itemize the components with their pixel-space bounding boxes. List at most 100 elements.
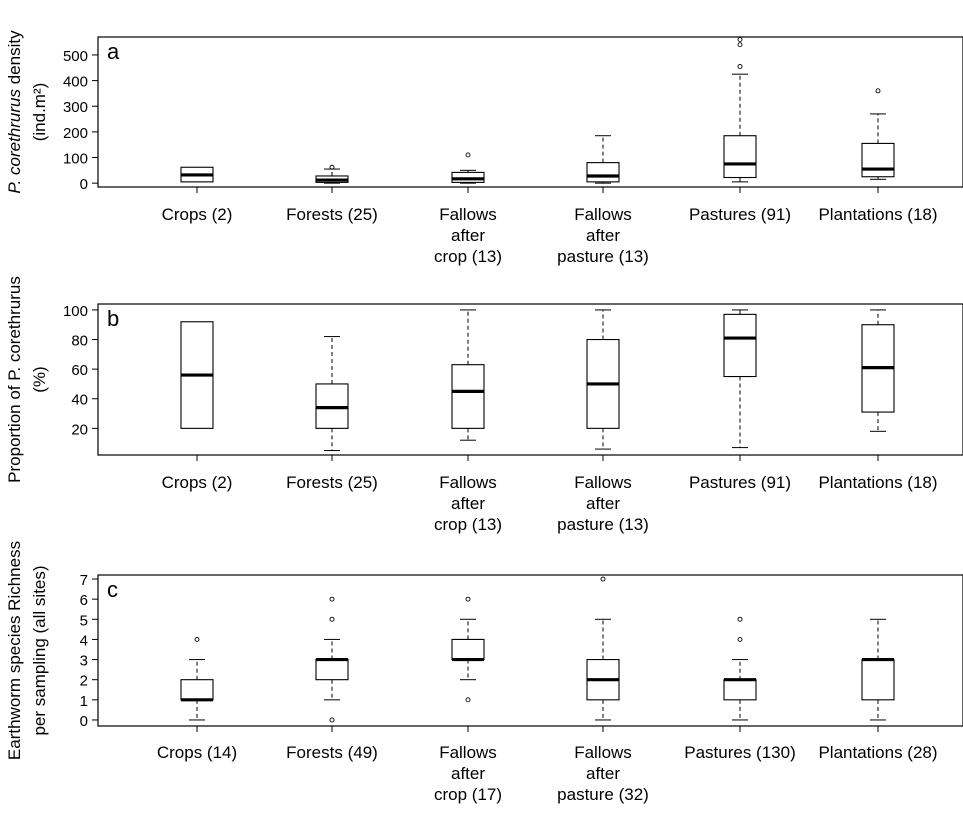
box-iqr [586,162,620,183]
box-2 [451,152,485,184]
category-label: crop (13) [434,247,502,266]
box-iqr [723,313,757,378]
y-tick-label: 500 [63,48,88,65]
y-tick-label: 1 [80,693,88,710]
outlier-point [737,636,743,642]
category-label: Pastures (130) [684,743,796,762]
y-tick-label: 6 [80,592,88,609]
y-tick-label: 3 [80,653,88,670]
category-label: pasture (13) [557,515,649,534]
category-label: Plantations (28) [818,743,937,762]
box-iqr [861,142,895,178]
box-1 [315,336,349,452]
y-axis-label-line: Earthworm species Richness [5,541,24,760]
plot-frame [97,574,963,727]
category-label: Forests (25) [286,473,378,492]
box-iqr [451,364,485,429]
category-label: after [586,226,620,245]
panel-letter: b [107,306,119,331]
y-tick-label: 2 [80,673,88,690]
y-axis-label-line: per sampling (all sites) [30,565,49,735]
plot-frame [97,303,963,456]
category-label: Crops (14) [157,743,237,762]
outlier-point [737,64,743,69]
box-iqr [723,679,757,701]
category-label: Fallows [439,473,497,492]
category-label: crop (17) [434,785,502,804]
box-2 [451,596,485,703]
box-1 [315,164,349,184]
category-label: Crops (2) [162,473,233,492]
y-tick-label: 400 [63,74,88,91]
category-label: after [451,494,485,513]
box-5 [861,309,895,432]
y-tick-label: 80 [71,333,88,350]
y-axis-label-line: (ind.m²) [30,83,49,142]
category-label: Fallows [439,743,497,762]
category-label: Forests (49) [286,743,378,762]
y-tick-label: 60 [71,362,88,379]
y-tick-label: 100 [63,151,88,168]
box-4 [723,37,757,183]
category-label: pasture (32) [557,785,649,804]
category-label: pasture (13) [557,247,649,266]
box-0 [180,321,214,429]
box-iqr [315,659,349,681]
y-tick-label: 20 [71,421,88,438]
box-3 [586,576,620,721]
box-0 [180,166,214,183]
category-label: after [586,494,620,513]
outlier-point [329,164,335,170]
box-iqr [723,135,757,179]
box-3 [586,135,620,184]
box-3 [586,309,620,450]
y-tick-label: 0 [80,713,88,730]
y-tick-label: 5 [80,612,88,629]
panel-c-richness: c 0 1 2 3 4 5 6 7 Earthworm species Richness per s… [5,541,963,804]
outlier-point [329,616,335,622]
box-iqr [180,679,214,701]
category-label: after [451,226,485,245]
category-label: after [586,764,620,783]
panel-b-proportion: b 20 40 60 80 100 Proportion of P. corethrurus… [5,276,963,534]
outlier-point [875,88,881,94]
category-label: Fallows [574,743,632,762]
category-label: Pastures (91) [689,205,791,224]
outlier-point [465,152,471,158]
outlier-point [737,616,743,622]
panel-letter: c [107,577,118,602]
category-label: Plantations (18) [818,205,937,224]
y-tick-label: 100 [63,303,88,320]
category-label: Crops (2) [162,205,233,224]
y-tick-label: 40 [71,392,88,409]
y-tick-label: 300 [63,99,88,116]
y-tick-label: 4 [80,632,88,649]
category-label: Pastures (91) [689,473,791,492]
category-label: crop (13) [434,515,502,534]
outlier-point [600,576,606,582]
outlier-point [194,636,200,642]
outlier-point [465,697,471,703]
y-axis-label-line: Proportion of P. corethrurus [5,276,24,483]
plot-frame [97,36,963,188]
box-0 [180,636,214,721]
category-label: Plantations (18) [818,473,937,492]
panel-a-density: a 0 100 200 300 400 500 P. corethrurus density (… [5,30,963,266]
box-iqr [451,638,485,661]
box-5 [861,88,895,180]
box-4 [723,309,757,449]
y-axis-label-line: (%) [30,366,49,392]
category-label: Forests (25) [286,205,378,224]
y-tick-label: 0 [80,176,88,193]
outlier-point [465,596,471,602]
box-iqr [861,659,895,701]
box-5 [861,618,895,721]
outlier-point [329,596,335,602]
y-axis-label-line: P. corethrurus density [5,30,24,194]
category-label: Fallows [439,205,497,224]
outlier-point [329,717,335,723]
category-label: Fallows [574,473,632,492]
outlier-point [737,42,743,48]
y-tick-label: 200 [63,125,88,142]
